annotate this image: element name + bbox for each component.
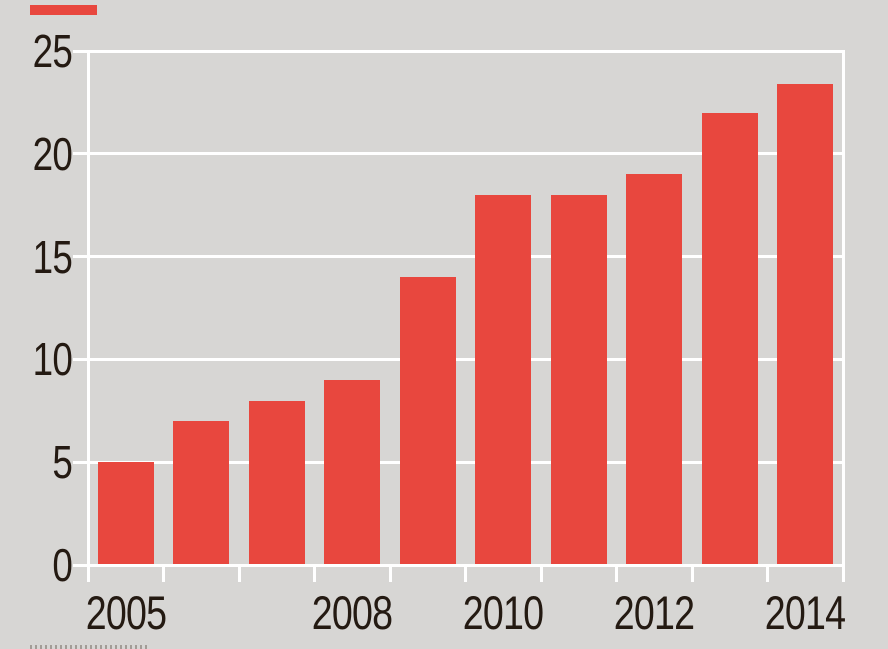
bar-2009 [399, 277, 456, 565]
bar-2006 [173, 421, 230, 565]
x-axis-tick [86, 566, 90, 582]
y-axis-tick-label: 20 [32, 127, 73, 180]
y-axis-tick-label: 5 [52, 436, 72, 489]
y-axis-tick-label: 0 [52, 539, 72, 591]
brand-tab [30, 5, 97, 15]
x-axis-tick [162, 566, 165, 582]
gridline [73, 152, 843, 156]
x-axis-tick [615, 566, 618, 582]
gridline [73, 357, 843, 361]
bar-2011 [550, 194, 607, 565]
bar-2013 [701, 112, 758, 565]
x-axis-tick [388, 566, 392, 582]
gridline [73, 255, 843, 259]
cropped-text-fragment [30, 645, 148, 649]
x-axis-line [73, 563, 843, 567]
x-axis-tick [313, 566, 316, 582]
bar-2010 [475, 194, 532, 565]
x-axis-tick-label: 2005 [85, 586, 167, 639]
y-axis-tick-label: 10 [32, 333, 73, 386]
x-axis-tick [539, 566, 543, 582]
x-axis-tick [766, 566, 769, 582]
x-axis-tick [841, 566, 845, 582]
x-axis-tick-label: 2008 [312, 586, 393, 639]
x-axis-tick [237, 566, 241, 582]
bar-2008 [324, 379, 381, 565]
bar-2005 [97, 462, 154, 565]
bar-2007 [248, 400, 305, 565]
gridline [73, 460, 843, 464]
bar-2012 [626, 174, 683, 565]
bar-2014 [777, 83, 834, 565]
y-axis-line [86, 49, 90, 567]
x-axis-tick-label: 2012 [614, 586, 695, 639]
x-axis-tick-label: 2010 [463, 586, 544, 639]
x-axis-tick [690, 566, 694, 582]
y-axis-tick-label: 15 [32, 230, 73, 283]
x-axis-tick [464, 566, 467, 582]
y-axis-tick-label: 25 [32, 25, 73, 77]
gridline [73, 49, 843, 53]
x-axis-tick-label: 2014 [765, 586, 846, 639]
plot-right-border [841, 49, 845, 567]
